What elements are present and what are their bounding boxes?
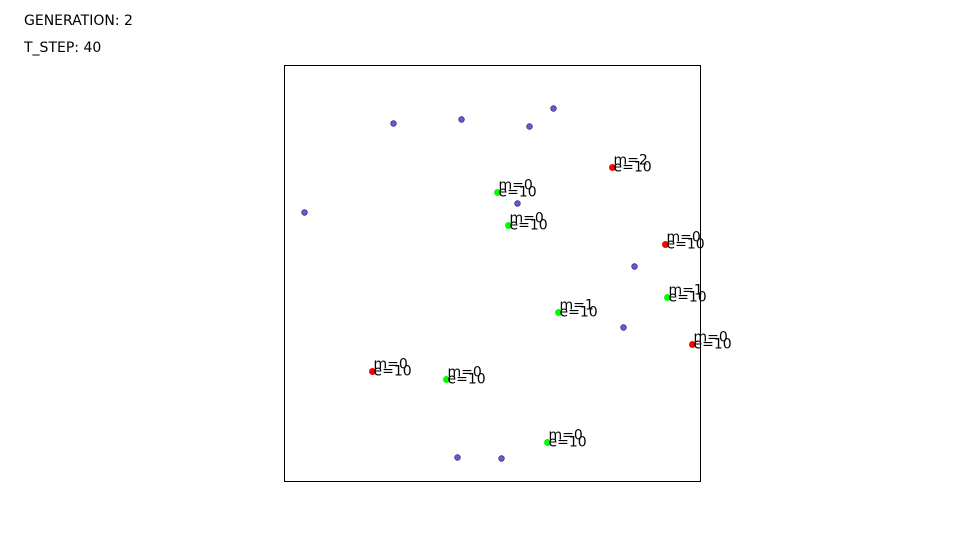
organism-e-label: e=10 (549, 435, 587, 451)
organism-m-label: m=0 (374, 357, 408, 373)
food-point (550, 105, 557, 112)
t-step-readout: T_STEP: 40 (24, 40, 101, 56)
organism-m-label: m=1 (669, 283, 703, 299)
food-point (631, 263, 638, 270)
organism-point (369, 368, 376, 375)
food-point (301, 209, 308, 216)
organism-point (494, 189, 501, 196)
organism-point (555, 309, 562, 316)
organism-red: m=2e=10 (609, 153, 652, 176)
food-point (514, 200, 521, 207)
t-step-label: T_STEP: (24, 40, 84, 56)
organism-red: m=0e=10 (662, 230, 705, 253)
organism-m-label: m=0 (549, 428, 583, 444)
organism-red: m=0e=10 (689, 330, 732, 353)
organism-point (505, 222, 512, 229)
organism-point (609, 164, 616, 171)
organism-m-label: m=0 (667, 230, 701, 246)
organism-green: m=0e=10 (494, 178, 537, 201)
organism-point (443, 376, 450, 383)
organism-green: m=0e=10 (544, 428, 587, 451)
generation-readout: GENERATION: 2 (24, 13, 133, 29)
food-layer (301, 105, 638, 462)
organism-point (662, 241, 669, 248)
organism-layer: m=2e=10m=0e=10m=0e=10m=0e=10m=1e=10m=1e=… (369, 153, 732, 451)
food-point (498, 455, 505, 462)
organism-e-label: e=10 (694, 337, 732, 353)
organism-e-label: e=10 (448, 372, 486, 388)
organism-m-label: m=0 (499, 178, 533, 194)
organism-e-label: e=10 (560, 305, 598, 321)
organism-m-label: m=0 (694, 330, 728, 346)
organism-m-label: m=0 (448, 365, 482, 381)
organism-green: m=0e=10 (505, 211, 548, 234)
organism-point (689, 341, 696, 348)
generation-value: 2 (124, 13, 133, 29)
organism-e-label: e=10 (614, 160, 652, 176)
organism-point (664, 294, 671, 301)
t-step-value: 40 (83, 40, 102, 56)
food-point (390, 120, 397, 127)
food-point (526, 123, 533, 130)
food-point (620, 324, 627, 331)
food-point (458, 116, 465, 123)
organism-e-label: e=10 (510, 218, 548, 234)
organism-e-label: e=10 (499, 185, 537, 201)
organism-m-label: m=1 (560, 298, 594, 314)
organism-e-label: e=10 (667, 237, 705, 253)
organism-e-label: e=10 (669, 290, 707, 306)
plot-frame (284, 65, 701, 482)
organism-green: m=1e=10 (664, 283, 707, 306)
organism-m-label: m=2 (614, 153, 648, 169)
organism-e-label: e=10 (374, 364, 412, 380)
food-point (454, 454, 461, 461)
generation-label: GENERATION: (24, 13, 125, 29)
organism-m-label: m=0 (510, 211, 544, 227)
organism-green: m=1e=10 (555, 298, 598, 321)
organism-red: m=0e=10 (369, 357, 412, 380)
organism-point (544, 439, 551, 446)
organism-green: m=0e=10 (443, 365, 486, 388)
